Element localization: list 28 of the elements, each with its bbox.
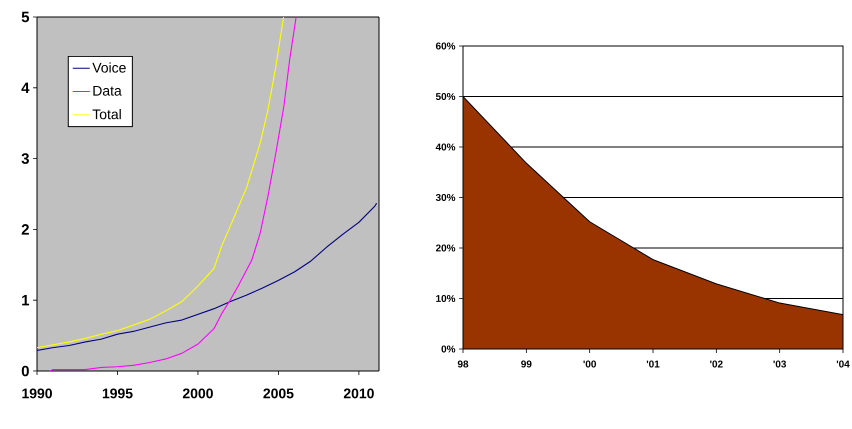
y-tick-label: 60% [436, 42, 456, 50]
y-tick-label: 3 [22, 153, 29, 164]
x-tick-label: '03 [773, 360, 786, 368]
y-tick-label: 50% [436, 92, 456, 100]
y-tick-label: 10% [436, 294, 456, 302]
y-tick-label: 20% [436, 244, 456, 252]
x-tick-label: 2005 [263, 388, 294, 398]
legend-label: Total [92, 109, 121, 120]
x-tick-label: '01 [646, 360, 660, 368]
y-tick-label: 2 [22, 224, 29, 235]
x-tick-label: 99 [521, 360, 532, 368]
x-tick-label: 2010 [344, 388, 374, 398]
x-tick-label: 1990 [22, 388, 52, 398]
x-tick-label: '02 [710, 360, 723, 368]
y-tick-label: 0 [22, 366, 29, 376]
x-tick-label: '00 [583, 360, 596, 368]
y-tick-label: 30% [436, 194, 456, 202]
y-tick-label: 4 [21, 82, 30, 93]
y-tick-label: 0% [441, 345, 456, 353]
y-tick-label: 40% [436, 143, 456, 151]
y-tick-label: 5 [22, 12, 30, 22]
legend-label: Data [93, 86, 122, 96]
x-tick-label: '04 [836, 360, 850, 368]
legend-label: Voice [92, 62, 126, 73]
x-tick-label: 98 [458, 360, 468, 368]
y-tick-label: 1 [22, 295, 30, 306]
x-tick-label: 1995 [102, 388, 133, 398]
x-tick-label: 2000 [182, 388, 213, 398]
